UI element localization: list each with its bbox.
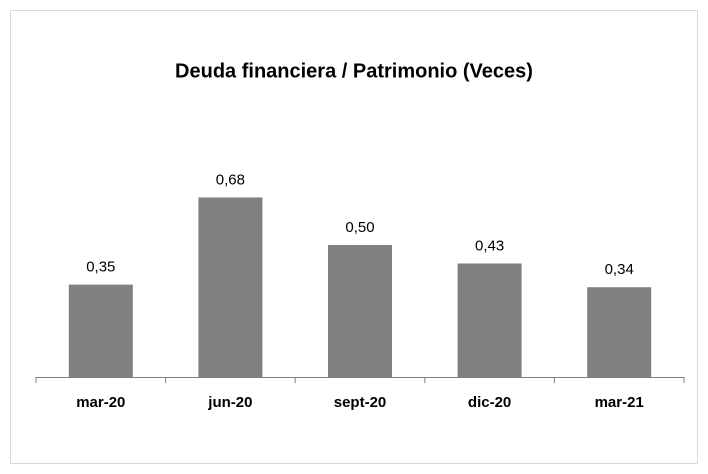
x-tick-label: mar-20 (76, 394, 125, 411)
chart-frame (10, 10, 698, 464)
x-tick-label: dic-20 (468, 394, 511, 411)
x-tick-label: sept-20 (334, 394, 387, 411)
bar (328, 245, 392, 377)
x-tick-label: jun-20 (207, 394, 252, 411)
data-label: 0,34 (605, 261, 634, 278)
chart-title: Deuda financiera / Patrimonio (Veces) (175, 60, 533, 82)
bar (198, 197, 263, 377)
bar (68, 284, 133, 377)
bar (587, 287, 652, 377)
data-label: 0,68 (216, 171, 245, 188)
x-tick-label: mar-21 (595, 394, 644, 411)
bar (457, 263, 522, 377)
data-label: 0,43 (475, 237, 504, 254)
data-label: 0,35 (86, 259, 115, 276)
data-label: 0,50 (345, 219, 374, 236)
